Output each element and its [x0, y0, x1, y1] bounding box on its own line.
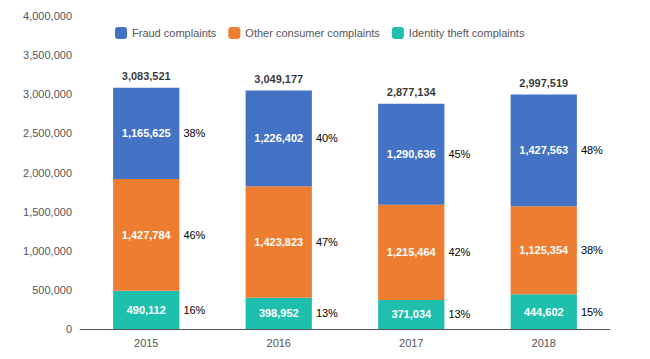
svg-text:1,290,636: 1,290,636: [387, 148, 436, 160]
svg-text:2016: 2016: [267, 337, 291, 349]
svg-text:1,500,000: 1,500,000: [23, 206, 72, 218]
svg-text:46%: 46%: [183, 229, 205, 241]
svg-text:4,000,000: 4,000,000: [23, 10, 72, 22]
svg-text:Fraud complaints: Fraud complaints: [132, 27, 217, 39]
svg-text:490,112: 490,112: [127, 304, 166, 316]
svg-text:38%: 38%: [183, 127, 205, 139]
svg-text:3,000,000: 3,000,000: [23, 88, 72, 100]
svg-text:3,083,521: 3,083,521: [122, 70, 171, 82]
svg-text:1,427,563: 1,427,563: [519, 144, 568, 156]
svg-text:3,049,177: 3,049,177: [254, 73, 303, 85]
svg-text:3,500,000: 3,500,000: [23, 49, 72, 61]
svg-text:1,226,402: 1,226,402: [254, 132, 303, 144]
svg-text:2015: 2015: [134, 337, 158, 349]
svg-text:15%: 15%: [581, 306, 603, 318]
svg-text:398,952: 398,952: [259, 307, 299, 319]
svg-text:Other consumer complaints: Other consumer complaints: [245, 27, 380, 39]
svg-text:2017: 2017: [399, 337, 423, 349]
svg-text:1,427,784: 1,427,784: [122, 229, 172, 241]
svg-text:1,125,354: 1,125,354: [519, 244, 569, 256]
svg-text:40%: 40%: [316, 132, 338, 144]
svg-text:2,997,519: 2,997,519: [519, 77, 568, 89]
svg-text:2,000,000: 2,000,000: [23, 167, 72, 179]
svg-text:500,000: 500,000: [32, 284, 72, 296]
svg-text:1,165,625: 1,165,625: [122, 127, 171, 139]
svg-text:13%: 13%: [448, 308, 470, 320]
svg-text:2,877,134: 2,877,134: [387, 86, 437, 98]
svg-text:16%: 16%: [183, 304, 205, 316]
svg-text:0: 0: [66, 323, 72, 335]
svg-text:1,000,000: 1,000,000: [23, 245, 72, 257]
svg-text:2,500,000: 2,500,000: [23, 127, 72, 139]
svg-text:2018: 2018: [532, 337, 556, 349]
svg-text:45%: 45%: [448, 148, 470, 160]
svg-text:1,215,464: 1,215,464: [387, 246, 437, 258]
svg-text:48%: 48%: [581, 144, 603, 156]
svg-text:371,034: 371,034: [391, 308, 432, 320]
svg-text:Identity theft complaints: Identity theft complaints: [409, 27, 525, 39]
svg-text:13%: 13%: [316, 307, 338, 319]
svg-text:444,602: 444,602: [524, 306, 564, 318]
svg-text:47%: 47%: [316, 236, 338, 248]
svg-text:42%: 42%: [448, 246, 470, 258]
svg-text:38%: 38%: [581, 244, 603, 256]
svg-text:1,423,823: 1,423,823: [254, 236, 303, 248]
